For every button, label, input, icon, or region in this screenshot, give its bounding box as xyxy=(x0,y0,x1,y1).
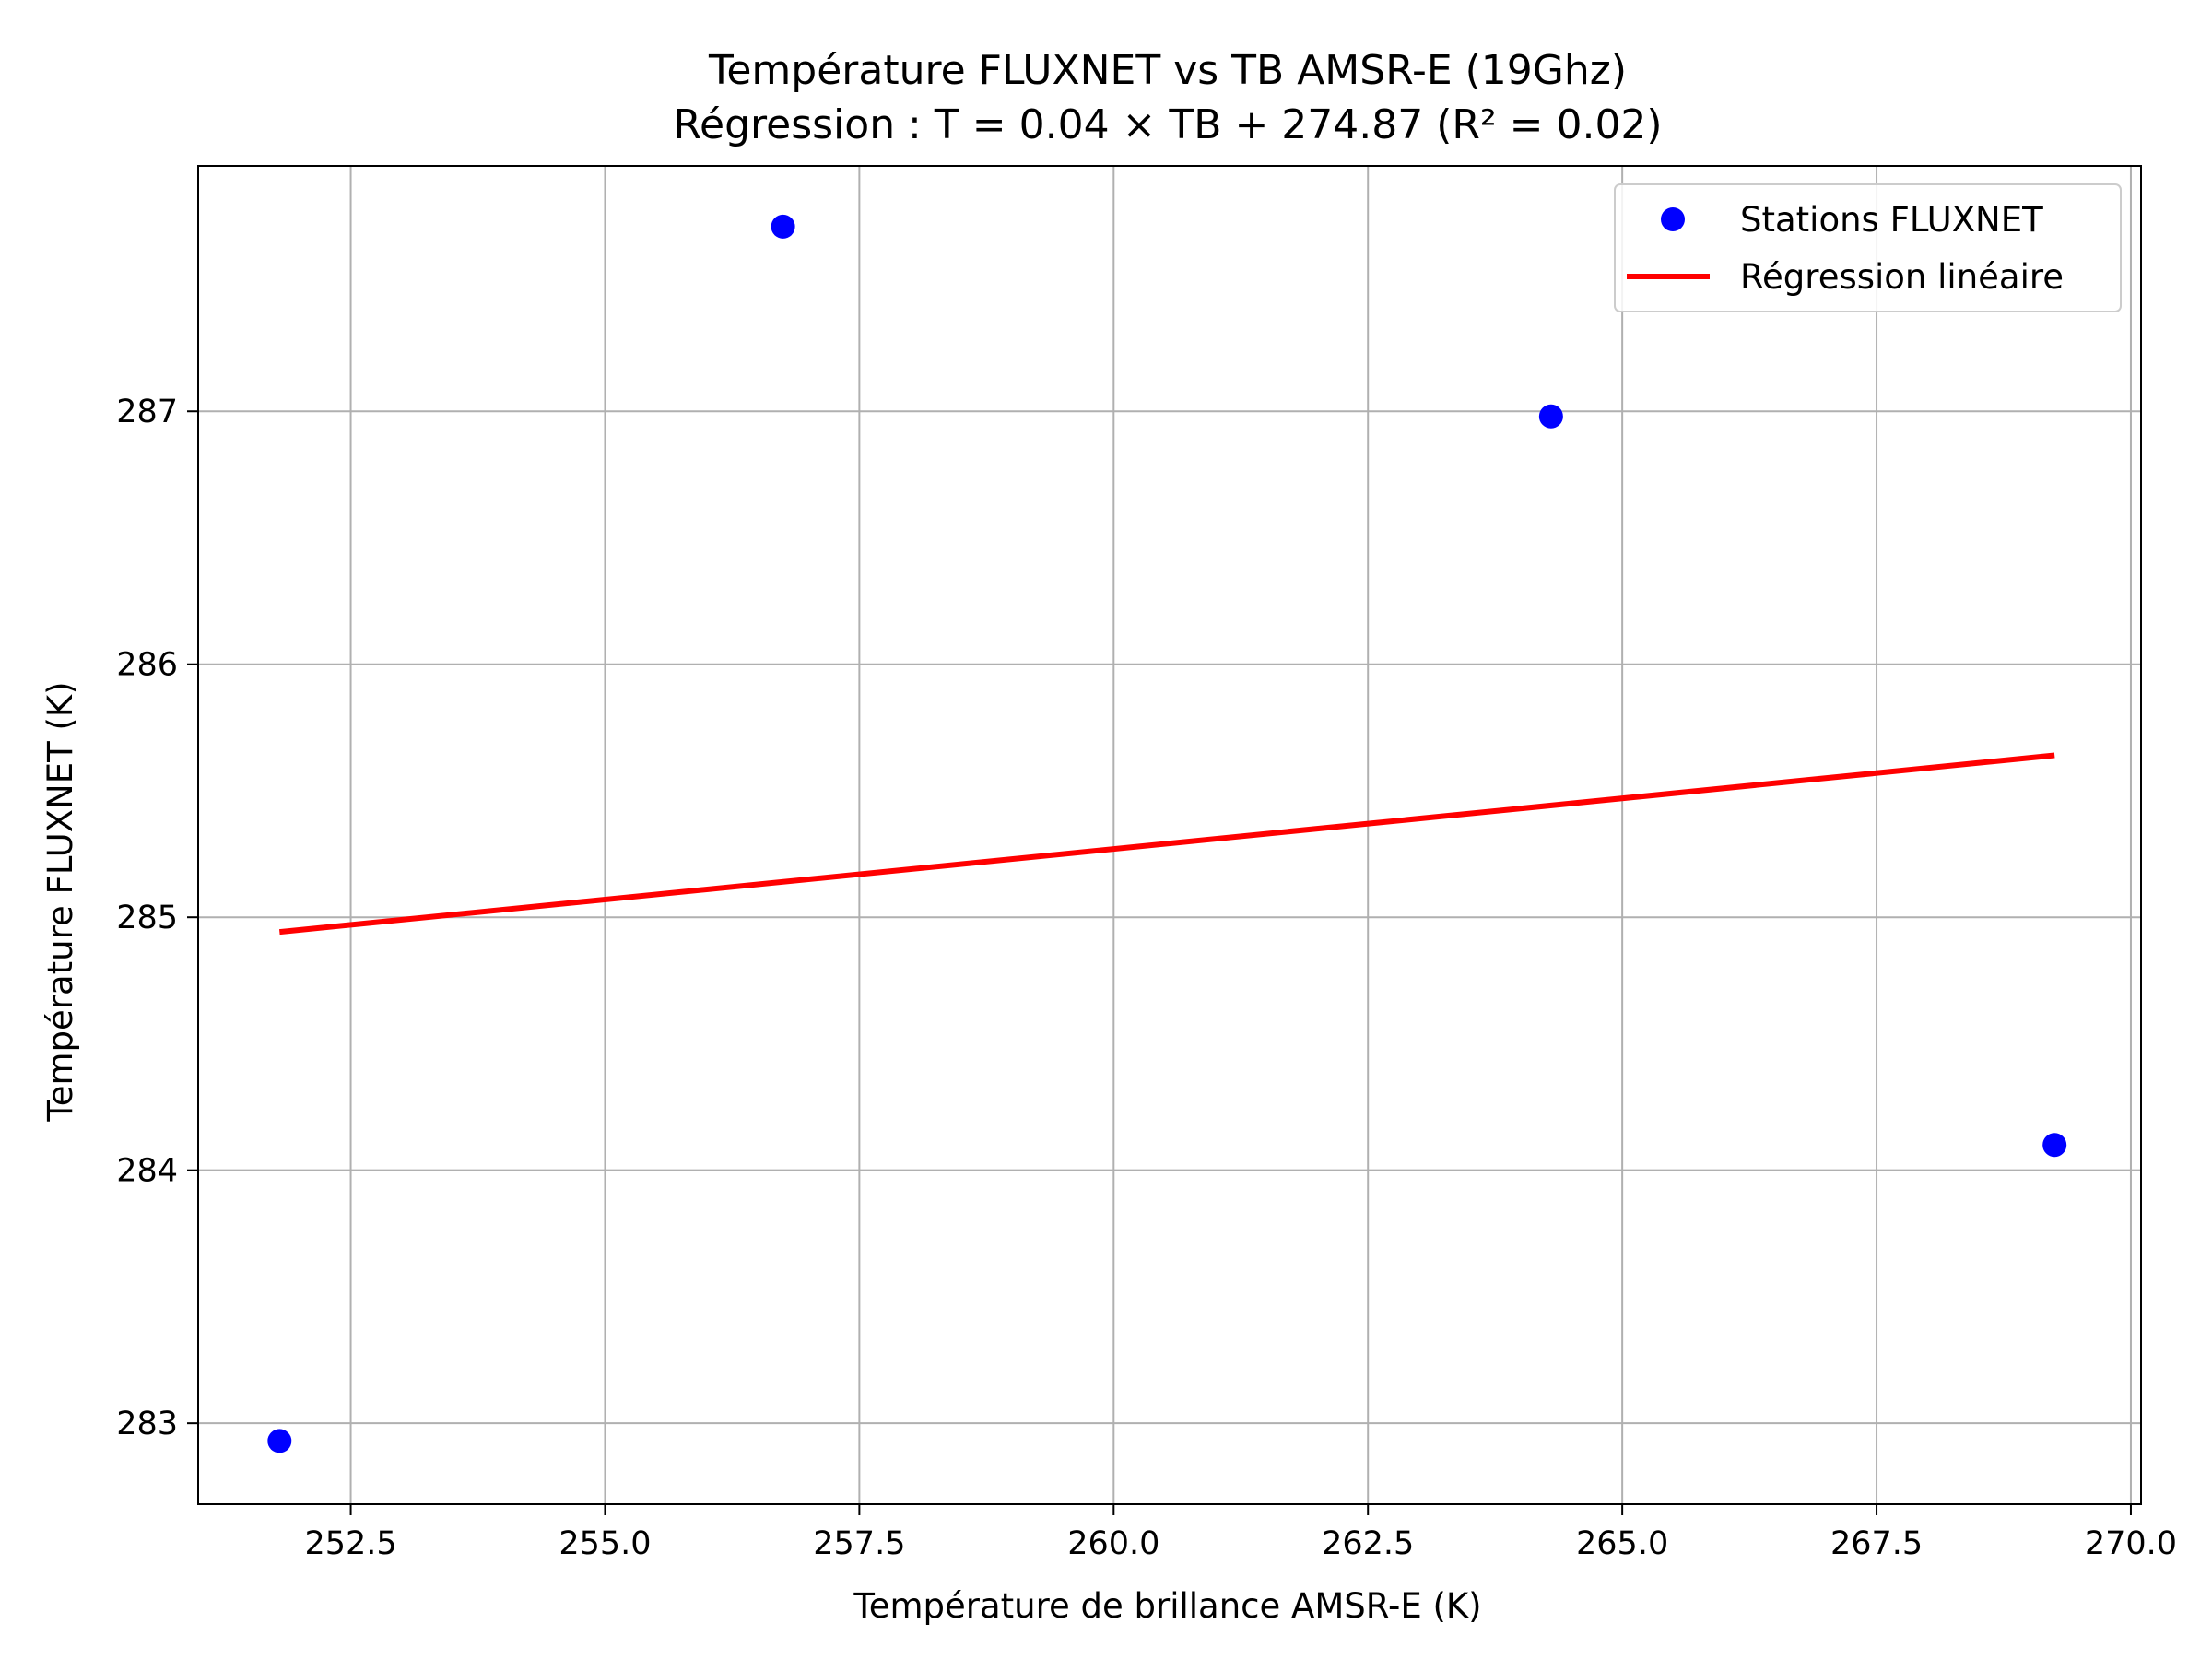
y-tick-label: 284 xyxy=(116,1153,178,1190)
chart-title: Température FLUXNET vs TB AMSR-E (19Ghz) xyxy=(708,47,1627,94)
grid xyxy=(198,166,2141,1504)
data-point xyxy=(771,214,795,239)
y-tick-label: 285 xyxy=(116,900,178,936)
y-axis-label: Température FLUXNET (K) xyxy=(41,681,80,1122)
x-tick-label: 262.5 xyxy=(1322,1525,1414,1562)
plot-frame xyxy=(197,165,2142,1505)
data-point xyxy=(267,1429,292,1453)
x-tick-label: 257.5 xyxy=(813,1525,905,1562)
y-tick-label: 287 xyxy=(116,394,178,430)
legend: Stations FLUXNET Régression linéaire xyxy=(1614,183,2122,312)
legend-label-line: Régression linéaire xyxy=(1740,257,2064,297)
points-layer xyxy=(267,214,2067,1453)
y-axis-ticks: 283 284 285 286 287 xyxy=(116,394,198,1442)
data-point xyxy=(2042,1133,2067,1158)
data-point xyxy=(1538,404,1563,429)
regression-line xyxy=(278,752,2055,935)
y-tick-label: 283 xyxy=(116,1406,178,1442)
legend-marker-scatter xyxy=(1661,207,1685,231)
x-tick-label: 255.0 xyxy=(559,1525,651,1562)
legend-label-scatter: Stations FLUXNET xyxy=(1740,200,2043,240)
x-tick-label: 270.0 xyxy=(2085,1525,2177,1562)
chart-subtitle: Régression : T = 0.04 × TB + 274.87 (R² … xyxy=(673,101,1662,148)
regression-layer xyxy=(278,752,2055,935)
legend-box xyxy=(1614,183,2122,312)
x-tick-label: 252.5 xyxy=(304,1525,396,1562)
x-tick-label: 260.0 xyxy=(1067,1525,1159,1562)
x-axis-ticks: 252.5 255.0 257.5 260.0 262.5 265.0 267.5 270.0 xyxy=(304,1504,2177,1562)
x-axis-label: Température de brillance AMSR-E (K) xyxy=(853,1586,1481,1626)
x-tick-label: 267.5 xyxy=(1830,1525,1923,1562)
x-tick-label: 265.0 xyxy=(1576,1525,1668,1562)
y-tick-label: 286 xyxy=(116,647,178,684)
